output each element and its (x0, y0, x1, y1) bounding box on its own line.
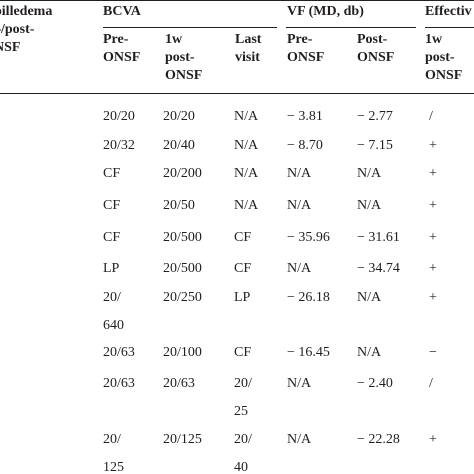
header-papilledema-line2: –/post- (0, 22, 35, 37)
subheader-eff-1w-1: 1w (425, 32, 443, 47)
cell-vf-post: − 31.61 (357, 230, 400, 245)
subheader-vf-pre-1: Pre- (287, 32, 313, 47)
cell-bcva-1w: 20/63 (163, 376, 195, 391)
cell-vf-pre: N/A (287, 261, 312, 276)
cell-bcva-pre: CF (103, 198, 121, 213)
cell-vf-post: N/A (357, 345, 382, 360)
subheader-vf-post-2: ONSF (357, 50, 395, 65)
cell-vf-pre: N/A (287, 166, 312, 181)
cell-vf-post: − 2.40 (357, 376, 393, 391)
cell-bcva-last: N/A (234, 109, 259, 124)
cell-vf-pre: N/A (287, 432, 312, 447)
cell-bcva-pre: LP (103, 261, 120, 276)
subheader-eff-1w-2: post- (425, 50, 455, 65)
cell-vf-post: − 7.15 (357, 138, 393, 153)
subheader-bcva-1w-3: ONSF (165, 68, 203, 83)
cell-vf-pre: − 16.45 (287, 345, 330, 360)
cell-effective: + (429, 432, 437, 447)
cell-vf-post: N/A (357, 166, 382, 181)
cell-vf-post: N/A (357, 198, 382, 213)
subheader-eff-1w-3: ONSF (425, 68, 463, 83)
top-rule (0, 0, 474, 1)
cell-effective: + (429, 198, 437, 213)
subheader-bcva-last-1: Last (235, 32, 262, 47)
cell-bcva-pre: 20/20 (103, 109, 135, 124)
cell-bcva-last: N/A (234, 198, 259, 213)
cell-vf-post: − 34.74 (357, 261, 400, 276)
subheader-bcva-pre-1: Pre- (103, 32, 129, 47)
cell-effective: − (429, 345, 437, 360)
cell-bcva-last: CF (234, 345, 252, 360)
cell-bcva-last: CF (234, 230, 252, 245)
cell-bcva-1w: 20/40 (163, 138, 195, 153)
cell-bcva-last: N/A (234, 138, 259, 153)
vf-group-rule (286, 27, 416, 28)
cell-bcva-1w: 20/100 (163, 345, 202, 360)
cell-bcva-last: 40 (234, 460, 248, 474)
cell-effective: + (429, 166, 437, 181)
cell-vf-pre: − 3.81 (287, 109, 323, 124)
cell-bcva-last: N/A (234, 166, 259, 181)
cell-vf-pre: − 26.18 (287, 290, 330, 305)
cell-bcva-1w: 20/500 (163, 261, 202, 276)
cell-bcva-1w: 20/125 (163, 432, 202, 447)
cell-bcva-pre: 20/63 (103, 345, 135, 360)
cell-effective: + (429, 138, 437, 153)
header-papilledema-line3: NSF (0, 40, 21, 55)
cell-effective: + (429, 290, 437, 305)
cell-vf-post: − 2.77 (357, 109, 393, 124)
header-bottom-rule (0, 93, 474, 94)
cell-bcva-pre: CF (103, 166, 121, 181)
cell-bcva-pre: 20/ (103, 290, 121, 305)
cell-vf-post: − 22.28 (357, 432, 400, 447)
cell-vf-post: N/A (357, 290, 382, 305)
cell-vf-pre: N/A (287, 376, 312, 391)
cell-bcva-pre: 20/32 (103, 138, 135, 153)
cell-bcva-1w: 20/200 (163, 166, 202, 181)
cell-effective: + (429, 230, 437, 245)
cell-bcva-last: LP (234, 290, 251, 305)
cell-vf-pre: − 35.96 (287, 230, 330, 245)
cell-bcva-pre: 640 (103, 318, 124, 333)
subheader-bcva-1w-1: 1w (165, 32, 183, 47)
cell-bcva-pre: 20/ (103, 432, 121, 447)
header-bcva: BCVA (103, 4, 141, 19)
effective-group-rule (425, 27, 474, 28)
bcva-group-rule (103, 27, 277, 28)
subheader-bcva-pre-2: ONSF (103, 50, 141, 65)
header-papilledema-line1: pilledema (0, 4, 53, 19)
cell-bcva-last: 20/ (234, 432, 252, 447)
header-vf: VF (MD, db) (287, 4, 364, 19)
cell-bcva-pre: 125 (103, 460, 124, 474)
cell-bcva-last: 25 (234, 404, 248, 419)
header-effective: Effectiv (425, 4, 472, 19)
subheader-bcva-last-2: visit (235, 50, 260, 65)
cell-bcva-last: 20/ (234, 376, 252, 391)
cell-bcva-1w: 20/250 (163, 290, 202, 305)
cell-bcva-1w: 20/20 (163, 109, 195, 124)
cell-effective: / (429, 109, 433, 124)
subheader-bcva-1w-2: post- (165, 50, 195, 65)
cell-bcva-pre: CF (103, 230, 121, 245)
cell-vf-pre: N/A (287, 198, 312, 213)
cell-bcva-last: CF (234, 261, 252, 276)
cell-vf-pre: − 8.70 (287, 138, 323, 153)
subheader-vf-pre-2: ONSF (287, 50, 325, 65)
cell-effective: / (429, 376, 433, 391)
cell-bcva-1w: 20/500 (163, 230, 202, 245)
cell-effective: + (429, 261, 437, 276)
cell-bcva-pre: 20/63 (103, 376, 135, 391)
subheader-vf-post-1: Post- (357, 32, 388, 47)
cell-bcva-1w: 20/50 (163, 198, 195, 213)
